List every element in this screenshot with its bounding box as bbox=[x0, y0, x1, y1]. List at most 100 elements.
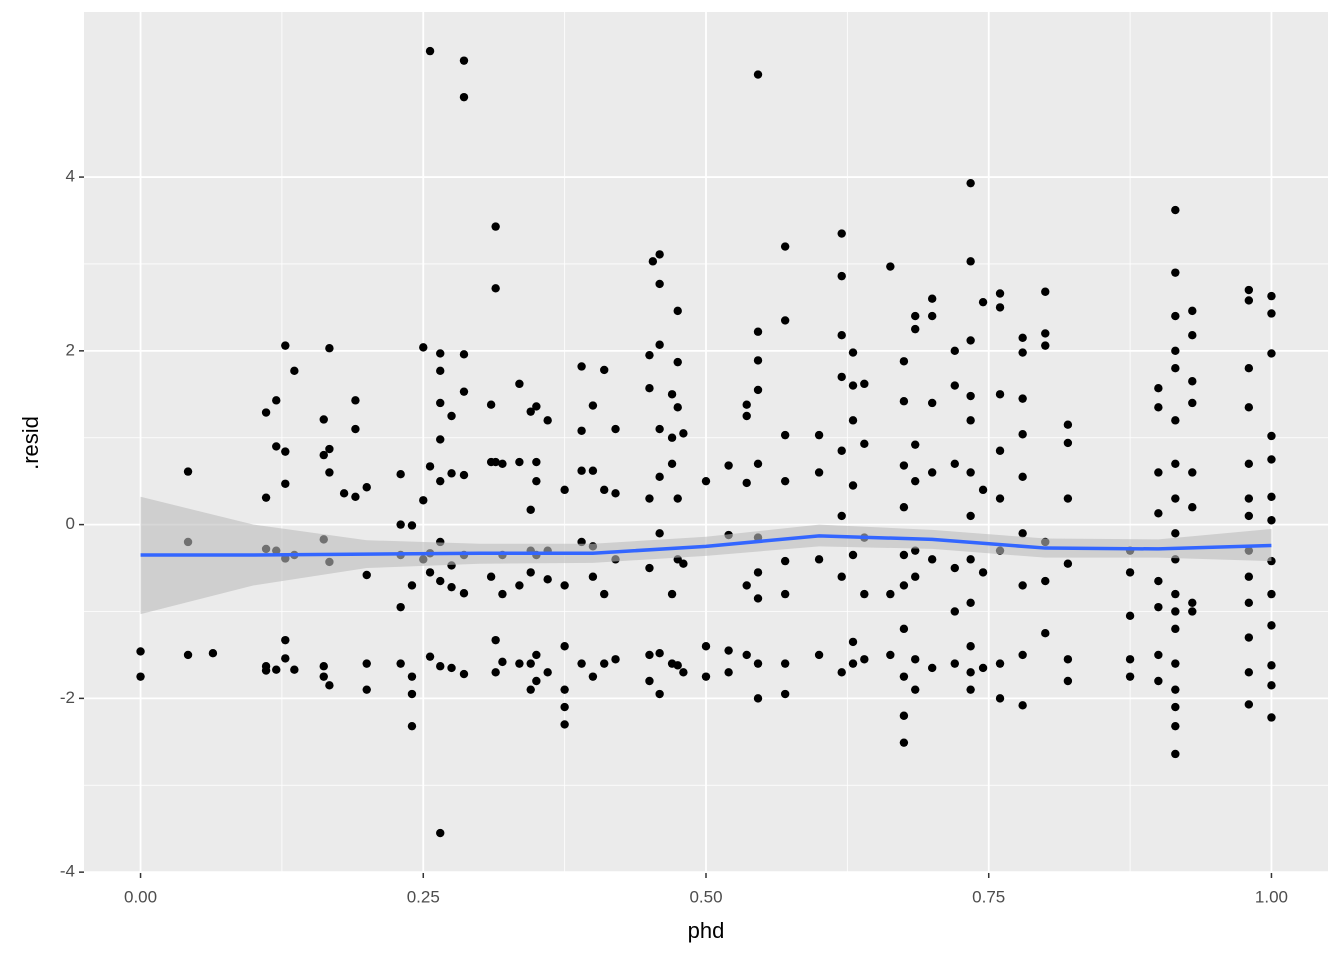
point bbox=[645, 350, 654, 360]
point bbox=[1171, 416, 1180, 425]
point bbox=[1267, 309, 1276, 318]
point bbox=[673, 403, 682, 412]
point bbox=[966, 468, 975, 477]
point bbox=[814, 650, 824, 660]
point bbox=[1063, 655, 1073, 664]
point bbox=[611, 655, 620, 664]
point bbox=[927, 398, 937, 408]
point bbox=[742, 400, 751, 409]
point bbox=[753, 659, 763, 668]
point bbox=[655, 424, 664, 434]
point bbox=[1171, 494, 1180, 503]
point bbox=[1063, 676, 1073, 686]
point bbox=[532, 676, 541, 686]
point bbox=[351, 396, 360, 405]
point bbox=[272, 396, 281, 405]
point bbox=[261, 493, 271, 502]
point bbox=[1125, 672, 1135, 681]
point bbox=[899, 581, 909, 590]
point bbox=[655, 250, 664, 259]
point bbox=[966, 685, 975, 694]
point bbox=[780, 659, 790, 668]
point bbox=[1267, 681, 1276, 690]
point bbox=[966, 511, 975, 521]
point bbox=[600, 365, 609, 375]
point bbox=[281, 447, 290, 456]
point bbox=[1018, 581, 1027, 590]
point bbox=[837, 331, 846, 340]
point bbox=[1171, 459, 1180, 468]
point bbox=[1267, 455, 1276, 464]
point bbox=[780, 589, 790, 599]
point bbox=[491, 635, 500, 645]
point bbox=[1018, 430, 1027, 439]
point bbox=[1244, 511, 1254, 521]
point bbox=[459, 387, 469, 396]
point bbox=[899, 672, 909, 681]
point bbox=[611, 424, 620, 434]
point bbox=[1154, 383, 1163, 393]
point bbox=[532, 650, 541, 660]
point bbox=[724, 461, 733, 470]
point bbox=[425, 46, 435, 56]
point bbox=[515, 379, 524, 389]
point bbox=[848, 348, 858, 357]
point bbox=[1154, 403, 1163, 412]
x-tick-label: 1.00 bbox=[1255, 887, 1288, 906]
point bbox=[837, 446, 846, 455]
point bbox=[1171, 346, 1180, 356]
point bbox=[1018, 701, 1027, 710]
point bbox=[447, 582, 456, 592]
point bbox=[1171, 589, 1180, 599]
point bbox=[966, 336, 975, 345]
point bbox=[950, 346, 959, 356]
y-tick-label: -4 bbox=[60, 862, 75, 881]
point bbox=[645, 676, 654, 686]
point bbox=[667, 589, 677, 599]
point bbox=[459, 470, 469, 480]
point bbox=[966, 598, 975, 607]
point bbox=[1188, 377, 1197, 386]
point bbox=[407, 521, 417, 530]
point bbox=[995, 303, 1005, 312]
point bbox=[1244, 598, 1254, 607]
point bbox=[899, 503, 909, 512]
point bbox=[459, 350, 469, 359]
point bbox=[848, 381, 858, 390]
point bbox=[1018, 529, 1027, 538]
point bbox=[780, 430, 790, 440]
point bbox=[319, 450, 328, 460]
point bbox=[1188, 468, 1197, 477]
point bbox=[1125, 655, 1135, 664]
point bbox=[515, 581, 524, 590]
point bbox=[742, 581, 751, 590]
point bbox=[543, 668, 552, 677]
point bbox=[837, 511, 846, 521]
point bbox=[1267, 621, 1276, 630]
point bbox=[396, 602, 405, 612]
point bbox=[1018, 394, 1027, 403]
point bbox=[1018, 333, 1027, 343]
point bbox=[1171, 685, 1180, 694]
point bbox=[1171, 529, 1180, 538]
point bbox=[655, 648, 664, 658]
point bbox=[436, 349, 445, 358]
point bbox=[679, 559, 688, 568]
point bbox=[911, 476, 920, 486]
point bbox=[1063, 420, 1073, 429]
point bbox=[927, 311, 937, 321]
point bbox=[515, 659, 524, 668]
y-tick-label: -2 bbox=[60, 688, 75, 707]
point bbox=[491, 284, 500, 293]
point bbox=[436, 435, 445, 444]
point bbox=[325, 681, 334, 690]
point bbox=[1244, 364, 1254, 373]
point bbox=[837, 271, 846, 281]
point bbox=[655, 472, 664, 482]
point bbox=[183, 650, 193, 660]
point bbox=[1188, 331, 1197, 340]
point bbox=[526, 407, 535, 416]
point bbox=[362, 570, 371, 580]
point bbox=[1154, 576, 1163, 586]
point bbox=[837, 668, 846, 677]
